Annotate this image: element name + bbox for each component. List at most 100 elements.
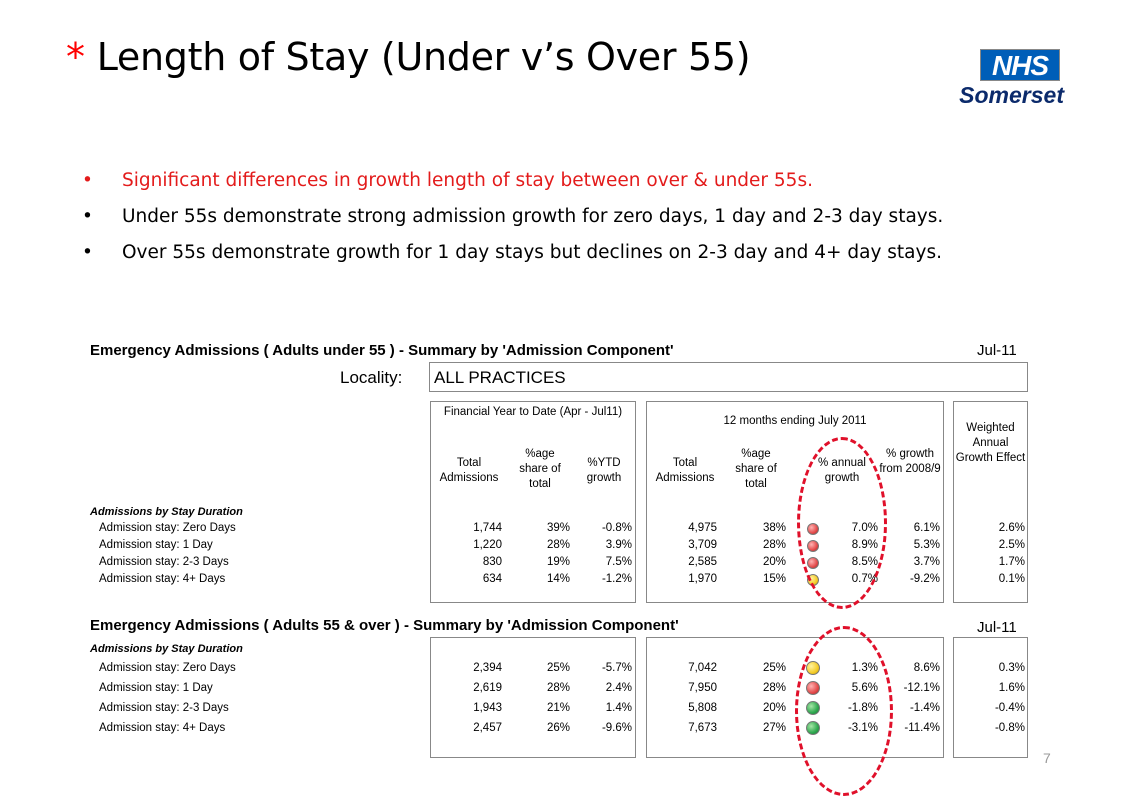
ytd-group-box [430,401,636,603]
cell-weighted: 0.1% [998,573,1025,585]
nhs-somerset-logo: NHS Somerset [940,46,1064,112]
row-label: Admission stay: 2-3 Days [99,702,229,714]
cell-weighted: -0.8% [994,722,1025,734]
cell-growth-2008: -12.1% [903,682,940,694]
cell-12m-share: 27% [762,722,786,734]
cell-ytd-total: 1,943 [473,702,502,714]
nhs-logo-badge: NHS [980,49,1060,81]
cell-growth-2008: -11.4% [904,722,940,734]
cell-ytd-growth: -9.6% [601,722,632,734]
cell-ytd-total: 2,394 [473,662,502,674]
bullet-item: • Under 55s demonstrate strong admission … [82,206,944,227]
col-header-ytd-growth: %YTD growth [586,457,622,484]
cell-12m-total: 7,042 [688,662,717,674]
cell-ytd-share: 28% [546,539,570,551]
cell-12m-total: 4,975 [688,522,717,534]
row-label: Admission stay: 1 Day [99,539,213,551]
section-label-bottom: Admissions by Stay Duration [90,643,243,655]
highlight-oval-top [797,437,887,609]
cell-ytd-share: 39% [546,522,570,534]
cell-12m-total: 1,970 [688,573,717,585]
cell-12m-share: 20% [762,702,786,714]
cell-growth-2008: -1.4% [909,702,940,714]
cell-ytd-growth: 1.4% [605,702,632,714]
row-label: Admission stay: Zero Days [99,662,236,674]
col-header-growth-2008: % growth from 2008/9 [879,448,941,475]
twelve-month-group-box [646,401,944,603]
table-bottom-period: Jul-11 [977,619,1017,636]
col-header-weighted: Weighted Annual Growth Effect [955,422,1026,464]
ytd-group-box-bottom [430,637,636,758]
cell-12m-total: 3,709 [688,539,717,551]
cell-growth-2008: 6.1% [913,522,940,534]
cell-ytd-total: 1,220 [473,539,502,551]
cell-12m-total: 2,585 [688,556,717,568]
ytd-group-title: Financial Year to Date (Apr - Jul11) [443,406,623,418]
cell-ytd-growth: 2.4% [605,682,632,694]
cell-weighted: -0.4% [994,702,1025,714]
bullet-text: Significant differences in growth length… [122,170,813,191]
row-label: Admission stay: 4+ Days [99,722,226,734]
cell-weighted: 0.3% [998,662,1025,674]
cell-12m-share: 15% [762,573,786,585]
title-text: Length of Stay (Under v’s Over 55) [96,35,751,79]
cell-12m-share: 28% [762,539,786,551]
twelve-month-group-title: 12 months ending July 2011 [723,415,867,427]
cell-ytd-share: 26% [546,722,570,734]
bullet-text: Over 55s demonstrate growth for 1 day st… [122,242,942,263]
row-label: Admission stay: 2-3 Days [99,556,229,568]
bullet-item: • Over 55s demonstrate growth for 1 day s… [82,242,942,263]
cell-12m-total: 7,950 [688,682,717,694]
twelve-month-group-box-bottom [646,637,944,758]
row-label: Admission stay: Zero Days [99,522,236,534]
bullet-list: • Significant differences in growth lengt… [82,163,1102,271]
table-bottom-heading: Emergency Admissions ( Adults 55 & over … [90,617,679,634]
cell-ytd-growth: -5.7% [601,662,632,674]
title-asterisk: * [66,35,85,79]
col-header-total-admissions-12m: Total Admissions [655,457,715,484]
cell-12m-total: 5,808 [688,702,717,714]
col-header-share-ytd: %age share of total [519,448,561,490]
weighted-group-box [953,401,1028,603]
cell-ytd-total: 2,619 [473,682,502,694]
table-top-period: Jul-11 [977,342,1017,359]
cell-ytd-share: 19% [546,556,570,568]
slide-title: * Length of Stay (Under v’s Over 55) [66,32,751,82]
cell-growth-2008: 3.7% [913,556,940,568]
bullet-item: • Significant differences in growth lengt… [82,170,813,191]
locality-box [429,362,1028,392]
cell-weighted: 2.6% [998,522,1025,534]
cell-ytd-total: 2,457 [473,722,502,734]
cell-weighted: 1.7% [998,556,1025,568]
cell-ytd-share: 21% [546,702,570,714]
weighted-group-box-bottom [953,637,1028,758]
cell-growth-2008: -9.2% [909,573,940,585]
highlight-oval-bottom [795,626,893,796]
col-header-share-12m: %age share of total [735,448,777,490]
cell-ytd-share: 28% [546,682,570,694]
bullet-text: Under 55s demonstrate strong admission g… [122,206,944,227]
cell-growth-2008: 8.6% [913,662,940,674]
col-header-total-admissions-ytd: Total Admissions [439,457,499,484]
cell-ytd-total: 634 [482,573,502,585]
row-label: Admission stay: 4+ Days [99,573,226,585]
cell-weighted: 1.6% [998,682,1025,694]
table-top-heading: Emergency Admissions ( Adults under 55 )… [90,342,674,359]
page-number: 7 [1043,750,1051,766]
cell-ytd-share: 25% [546,662,570,674]
nhs-logo-org: Somerset [959,82,1064,108]
cell-ytd-growth: -1.2% [601,573,632,585]
cell-ytd-growth: 3.9% [605,539,632,551]
cell-ytd-share: 14% [546,573,570,585]
cell-weighted: 2.5% [998,539,1025,551]
cell-12m-share: 28% [762,682,786,694]
section-label-top: Admissions by Stay Duration [90,506,243,518]
cell-12m-share: 25% [762,662,786,674]
row-label: Admission stay: 1 Day [99,682,213,694]
cell-ytd-total: 830 [482,556,502,568]
cell-ytd-growth: -0.8% [601,522,632,534]
cell-ytd-total: 1,744 [473,522,502,534]
cell-ytd-growth: 7.5% [605,556,632,568]
cell-12m-share: 38% [762,522,786,534]
locality-value: ALL PRACTICES [434,368,566,387]
